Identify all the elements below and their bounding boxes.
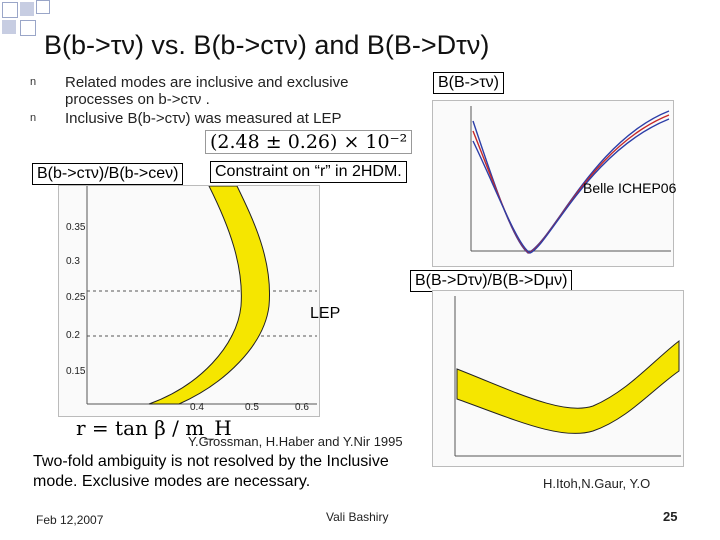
decorative-square-1 xyxy=(2,2,18,18)
decorative-square-3 xyxy=(2,20,16,34)
citation-right: H.Itoh,N.Gaur, Y.O xyxy=(543,476,651,491)
decorative-square-2 xyxy=(20,2,34,16)
exclusive-ratio-label: B(B->Dτν)/B(B->Dμν) xyxy=(410,270,573,292)
left-ytick-4: 0.2 xyxy=(66,330,80,341)
left-xtick-1: 0.4 xyxy=(190,402,204,413)
bullet-marker-1: n xyxy=(30,76,37,88)
btaunu-label: B(B->τν) xyxy=(433,72,504,94)
constraint-label: Constraint on “r” in 2HDM. xyxy=(210,161,407,183)
bottom-right-plot xyxy=(432,290,684,467)
bottom-right-plot-svg xyxy=(454,296,681,457)
footer-author: Vali Bashiry xyxy=(326,510,389,524)
left-plot-svg xyxy=(86,185,317,405)
measurement-formula: (2.48 ± 0.26) × 10⁻² xyxy=(205,130,413,154)
top-right-plot-svg xyxy=(470,106,671,254)
yellow-exclusive-band xyxy=(456,339,680,434)
decorative-square-5 xyxy=(36,0,50,14)
left-ytick-2: 0.3 xyxy=(66,256,80,267)
bullet-marker-2: n xyxy=(30,112,37,124)
page-number: 25 xyxy=(663,509,678,524)
belle-label: Belle ICHEP06 xyxy=(583,180,677,196)
left-ytick-1: 0.35 xyxy=(66,222,86,233)
left-plot xyxy=(58,185,320,417)
top-right-plot xyxy=(432,100,674,267)
left-xtick-2: 0.5 xyxy=(245,402,259,413)
left-xtick-3: 0.6 xyxy=(295,402,309,413)
yellow-constraint-band xyxy=(148,185,271,405)
r-formula: r = tan β / m_H xyxy=(76,416,232,440)
footer-date: Feb 12,2007 xyxy=(36,513,104,527)
inclusive-ratio-label: B(b->cτν)/B(b->ceν) xyxy=(32,163,184,185)
citation-left: Y.Grossman, H.Haber and Y.Nir 1995 xyxy=(188,434,403,449)
bullet-text-1: Related modes are inclusive and exclusiv… xyxy=(65,74,349,108)
lep-label: LEP xyxy=(310,305,341,322)
left-ytick-3: 0.25 xyxy=(66,292,86,303)
bullet-text-2: Inclusive B(b->cτν) was measured at LEP xyxy=(65,110,342,127)
decorative-square-4 xyxy=(20,20,36,36)
conclusion-text: Two-fold ambiguity is not resolved by th… xyxy=(33,453,389,490)
left-ytick-5: 0.15 xyxy=(66,366,86,377)
slide-title: B(b->τν) vs. B(b->cτν) and B(B->Dτν) xyxy=(44,30,490,60)
